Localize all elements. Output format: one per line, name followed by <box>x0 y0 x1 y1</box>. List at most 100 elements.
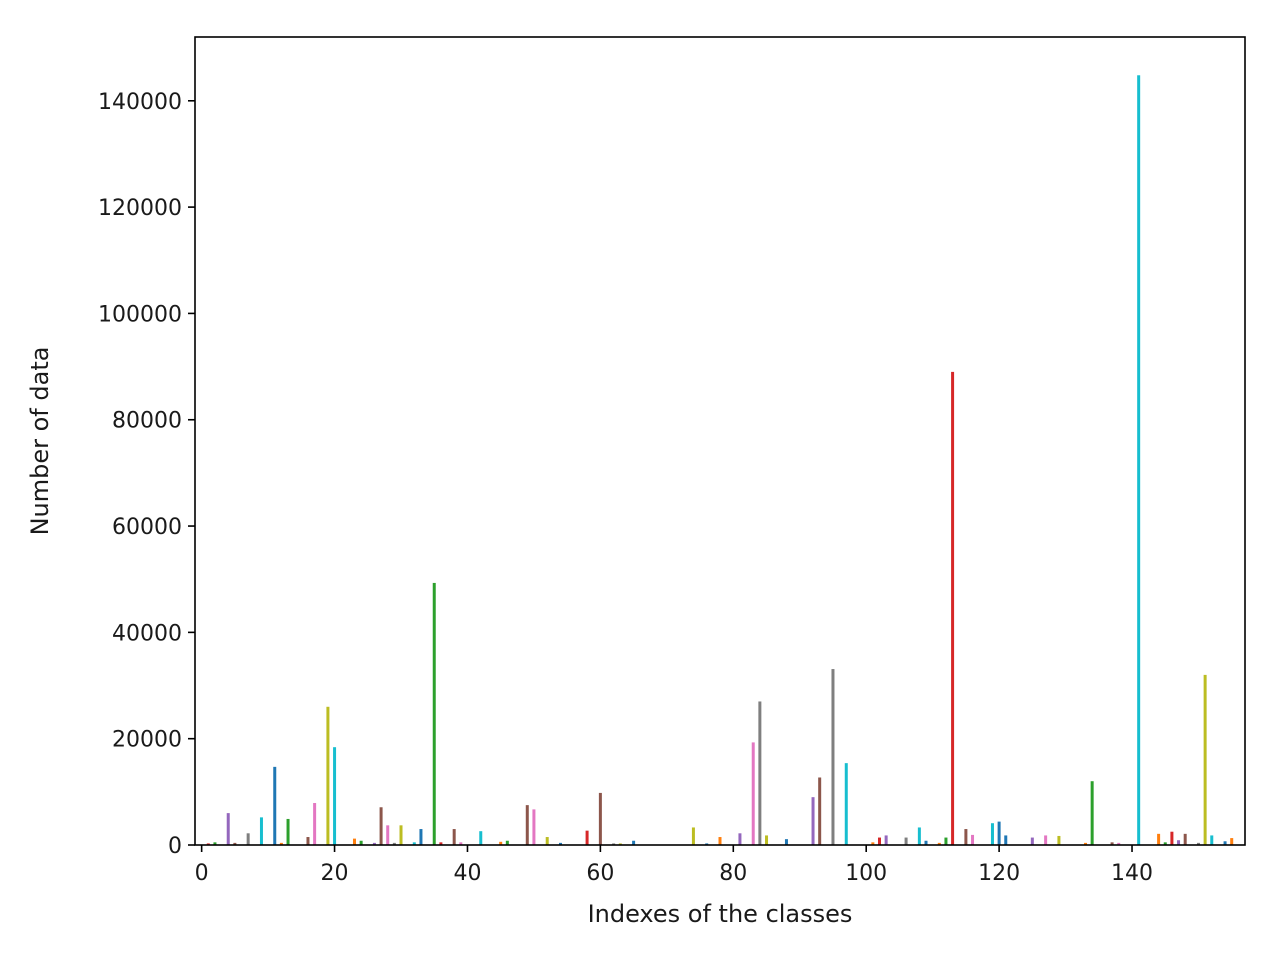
y-tick-label: 40000 <box>112 621 182 646</box>
bar-class-49 <box>525 805 529 845</box>
bar-class-13 <box>286 818 290 845</box>
bar-class-30 <box>399 825 403 845</box>
bar-class-154 <box>1223 841 1227 845</box>
y-axis-label: Number of data <box>26 347 54 536</box>
x-tick-label: 0 <box>195 861 209 886</box>
bar-class-88 <box>784 839 788 845</box>
bar-class-4 <box>226 813 230 845</box>
x-tick-label: 20 <box>321 861 349 886</box>
x-tick-label: 40 <box>453 861 481 886</box>
bar-class-106 <box>904 837 908 845</box>
bar-class-24 <box>359 840 363 845</box>
x-tick-label: 120 <box>978 861 1020 886</box>
bar-class-11 <box>273 766 277 845</box>
bar-class-150 <box>1196 842 1200 845</box>
bar-class-112 <box>944 837 948 845</box>
bar-class-148 <box>1183 833 1187 845</box>
bar-class-46 <box>505 840 509 845</box>
bar-class-42 <box>479 831 483 845</box>
bar-class-16 <box>306 837 310 845</box>
y-tick-label: 0 <box>168 834 182 859</box>
bars-layer <box>206 75 1234 845</box>
bar-class-145 <box>1163 842 1167 845</box>
bar-class-151 <box>1203 674 1207 845</box>
bar-class-9 <box>259 817 263 845</box>
bar-class-152 <box>1210 835 1214 845</box>
bar-class-39 <box>459 842 463 845</box>
y-tick-label: 120000 <box>98 196 182 221</box>
bar-class-144 <box>1157 833 1161 845</box>
bar-class-113 <box>951 371 955 845</box>
bar-class-97 <box>844 763 848 845</box>
bar-class-28 <box>386 825 390 845</box>
y-tick-label: 60000 <box>112 515 182 540</box>
bar-class-133 <box>1084 842 1088 845</box>
y-tick-label: 140000 <box>98 90 182 115</box>
bar-class-129 <box>1057 835 1061 845</box>
bar-class-109 <box>924 840 928 845</box>
bar-class-108 <box>917 827 921 845</box>
bar-class-23 <box>352 838 356 845</box>
bar-class-45 <box>499 841 503 845</box>
bar-class-78 <box>718 837 722 845</box>
y-tick-label: 100000 <box>98 302 182 327</box>
y-tick-label: 80000 <box>112 409 182 434</box>
bar-class-115 <box>964 829 968 845</box>
bar-class-58 <box>585 830 589 845</box>
bar-class-32 <box>412 842 416 845</box>
bar-class-52 <box>545 837 549 845</box>
bar-class-27 <box>379 807 383 845</box>
bar-class-92 <box>811 797 815 845</box>
bar-class-93 <box>818 777 822 845</box>
x-tick-label: 60 <box>586 861 614 886</box>
bar-class-102 <box>877 837 881 845</box>
bar-class-38 <box>452 829 456 845</box>
bar-class-81 <box>738 833 742 845</box>
bar-class-5 <box>233 842 237 845</box>
bar-class-84 <box>758 701 762 845</box>
bar-class-35 <box>432 582 436 845</box>
bar-class-65 <box>632 840 636 845</box>
plot-frame <box>194 36 1246 846</box>
x-tick-label: 100 <box>845 861 887 886</box>
bar-class-146 <box>1170 831 1174 845</box>
x-tick-label: 140 <box>1111 861 1153 886</box>
x-tick-label: 80 <box>719 861 747 886</box>
bar-class-134 <box>1090 781 1094 845</box>
bar-class-127 <box>1044 835 1048 845</box>
bar-class-120 <box>997 821 1001 845</box>
y-tick-label: 20000 <box>112 728 182 753</box>
bar-class-116 <box>971 834 975 845</box>
bar-class-103 <box>884 835 888 845</box>
ticks-layer: 0 20 40 60 80 100 120 140 0 20000 40000 60000 80000 1… <box>98 90 1153 886</box>
bar-class-17 <box>313 803 317 845</box>
bar-class-155 <box>1230 838 1234 845</box>
bar-class-141 <box>1137 75 1141 845</box>
bar-class-85 <box>765 835 769 845</box>
bar-class-7 <box>246 833 250 845</box>
bar-class-12 <box>279 842 283 845</box>
bar-class-137 <box>1110 842 1114 845</box>
bar-class-119 <box>990 823 994 845</box>
bar-class-50 <box>532 809 536 845</box>
bar-class-19 <box>326 706 330 845</box>
bar-class-83 <box>751 742 755 845</box>
bar-class-60 <box>598 792 602 845</box>
bar-class-29 <box>392 842 396 845</box>
x-axis-label: Indexes of the classes <box>588 900 853 928</box>
bar-class-54 <box>559 842 563 845</box>
bar-class-125 <box>1030 837 1034 845</box>
bar-class-26 <box>372 842 376 845</box>
bar-class-147 <box>1177 840 1181 845</box>
bar-class-33 <box>419 829 423 845</box>
bar-class-121 <box>1004 835 1008 845</box>
bar-class-138 <box>1117 842 1121 845</box>
bar-class-36 <box>439 842 443 845</box>
bar-class-101 <box>871 842 875 845</box>
bar-class-95 <box>831 669 835 845</box>
bar-class-2 <box>213 842 217 845</box>
bar-class-111 <box>937 842 941 845</box>
bar-class-20 <box>333 747 337 845</box>
